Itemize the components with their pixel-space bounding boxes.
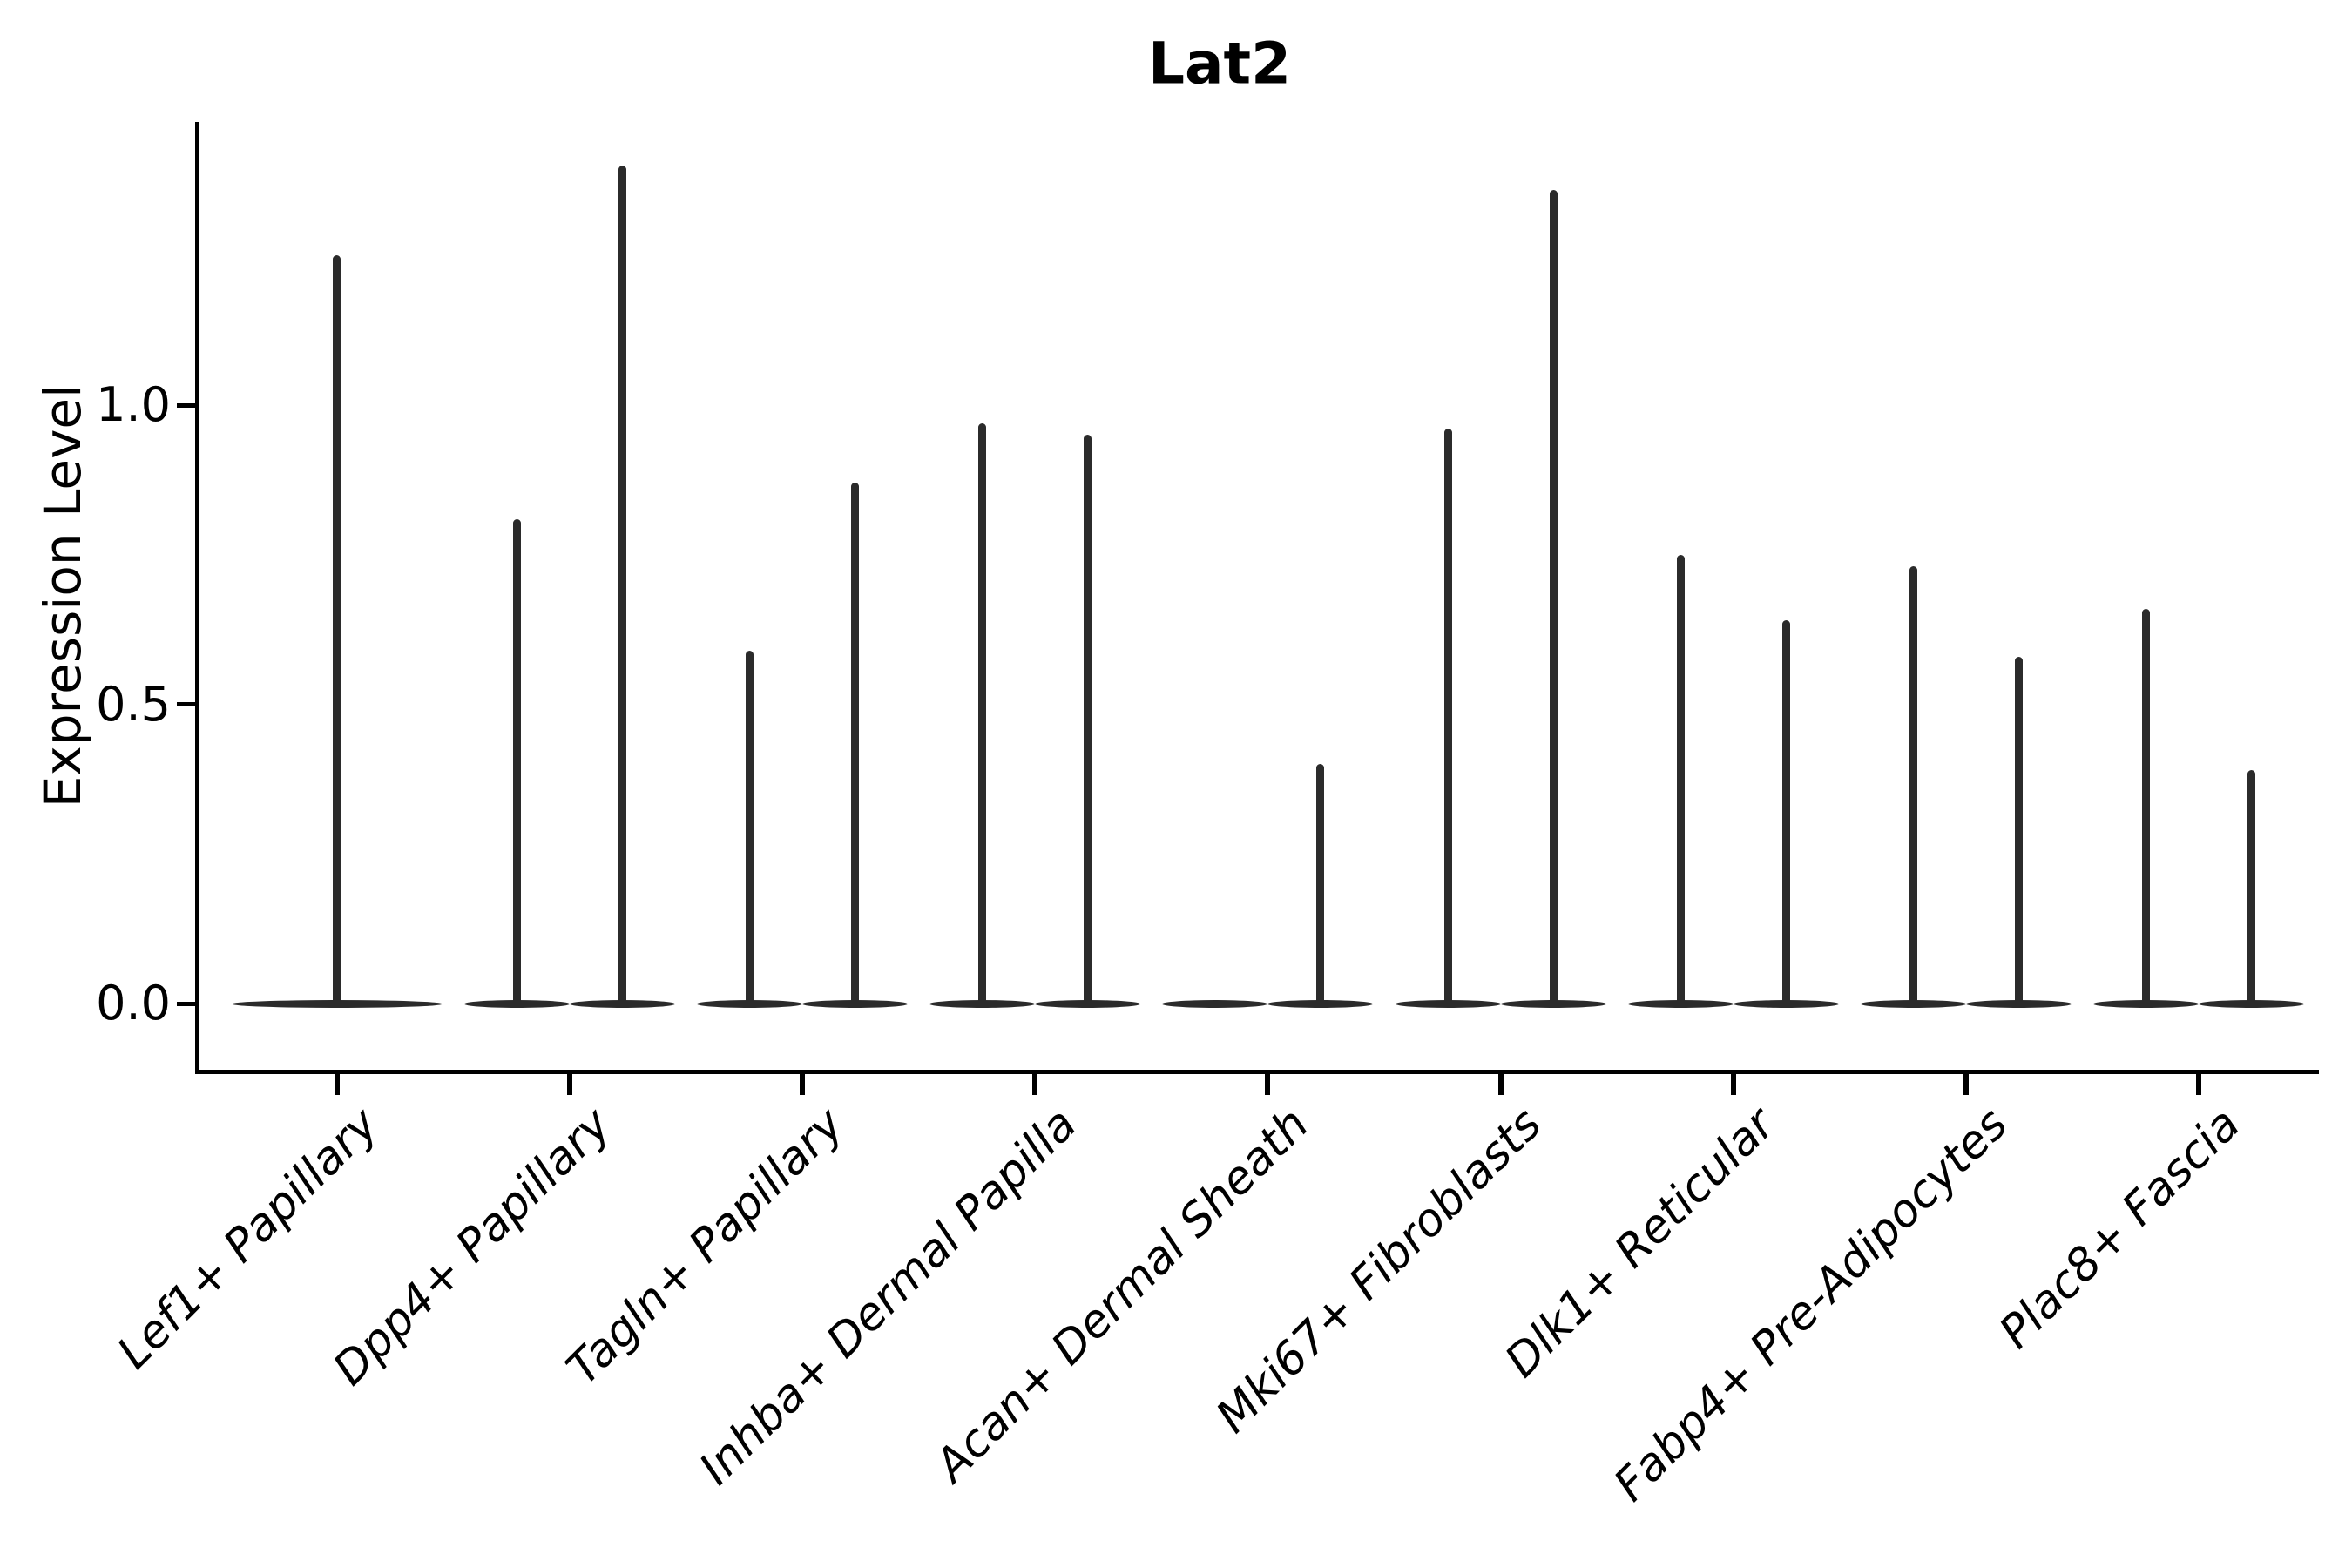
violin-base xyxy=(463,999,570,1008)
x-tick xyxy=(1497,1074,1504,1095)
violin-spike xyxy=(618,166,626,1004)
violin-base xyxy=(1162,999,1268,1008)
violin-spike xyxy=(333,255,341,1004)
chart-title: Lat2 xyxy=(1147,30,1292,98)
violin-spike xyxy=(1781,620,1790,1004)
violin-base xyxy=(1267,999,1374,1008)
x-tick xyxy=(566,1074,572,1095)
violin-spike xyxy=(2247,770,2256,1004)
x-tick xyxy=(800,1074,805,1095)
violin-spike xyxy=(1084,435,1092,1004)
x-tick-label: Inhba+ Dermal Papilla xyxy=(689,1098,1087,1496)
violin-base xyxy=(1733,999,1839,1008)
x-axis-spine xyxy=(195,1070,2319,1074)
violin-spike xyxy=(745,650,754,1004)
y-axis-spine xyxy=(195,122,199,1074)
x-tick-label: Fabp4+ Pre-Adipocytes xyxy=(1604,1098,2018,1512)
violin-spike xyxy=(851,483,860,1004)
violin-spike xyxy=(1549,189,1558,1004)
violin-base xyxy=(569,999,675,1008)
violin-base xyxy=(1500,999,1606,1008)
violin-base xyxy=(231,999,443,1008)
y-tick-label: 0.5 xyxy=(96,676,171,732)
y-tick xyxy=(177,702,196,706)
violin-spike xyxy=(2142,608,2151,1004)
violin-spike xyxy=(978,422,987,1004)
violin-spike xyxy=(1909,566,1917,1004)
x-tick xyxy=(1730,1074,1736,1095)
violin-spike xyxy=(1316,764,1325,1004)
violin-base xyxy=(1861,999,1966,1008)
violin-base xyxy=(697,999,802,1008)
violin-spike xyxy=(512,518,521,1004)
violin-base xyxy=(1966,999,2072,1008)
violin-spike xyxy=(1676,554,1685,1004)
violin-base xyxy=(1035,999,1141,1008)
x-tick xyxy=(1265,1074,1271,1095)
x-tick xyxy=(334,1074,340,1095)
violin-base xyxy=(1627,999,1734,1008)
y-tick xyxy=(177,1001,196,1006)
violin-base xyxy=(1395,999,1501,1008)
violin-spike xyxy=(1443,429,1452,1004)
x-tick-label: Plac8+ Fascia xyxy=(1989,1098,2251,1359)
y-tick-label: 0.0 xyxy=(96,976,171,1031)
x-tick xyxy=(2196,1074,2202,1095)
violin-base xyxy=(2199,999,2305,1008)
y-axis-label: Expression Level xyxy=(33,383,92,808)
violin-spike xyxy=(2015,656,2024,1004)
violin-base xyxy=(802,999,908,1008)
x-tick xyxy=(1032,1074,1038,1095)
x-tick-label: Acan+ Dermal Sheath xyxy=(925,1098,1320,1492)
y-tick-label: 1.0 xyxy=(96,377,171,432)
violin-base xyxy=(2093,999,2200,1008)
x-tick xyxy=(1963,1074,1969,1095)
violin-base xyxy=(929,999,1036,1008)
y-tick xyxy=(177,402,196,408)
